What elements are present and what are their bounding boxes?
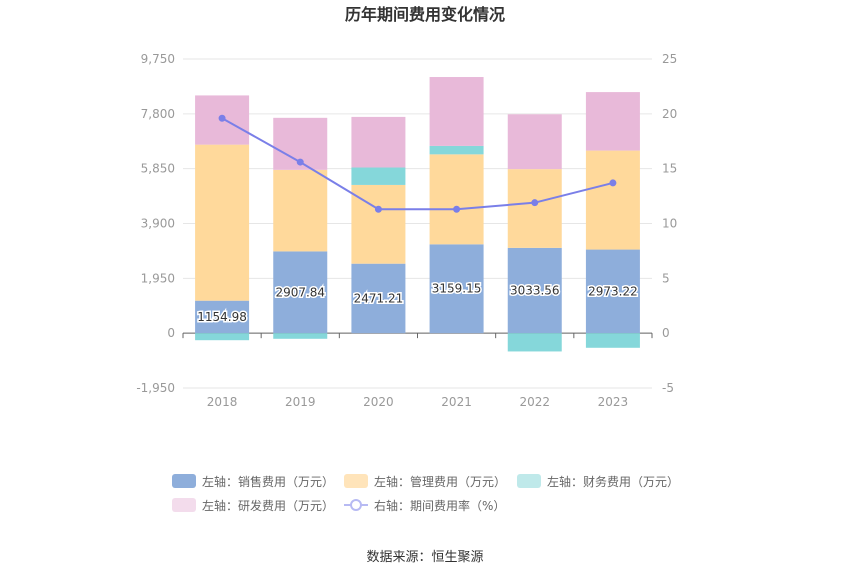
bar-segment	[429, 244, 484, 334]
bar-value-label: 3033.56	[510, 284, 560, 298]
x-axis-category-label: 2018	[207, 395, 238, 409]
right-axis-tick-label: 5	[662, 271, 670, 285]
right-axis-tick-label: 20	[662, 107, 677, 121]
bar-segment	[585, 92, 640, 151]
legend-swatch-admin[interactable]	[344, 474, 368, 488]
legend-label-rate[interactable]: 右轴：期间费用率（%）	[374, 498, 505, 513]
rate-point	[609, 179, 617, 187]
chart-title: 历年期间费用变化情况	[345, 5, 505, 24]
right-axis-tick-label: 15	[662, 162, 677, 176]
bar-segment	[429, 77, 484, 146]
left-axis-tick-label: 9,750	[141, 52, 175, 66]
rate-point	[218, 114, 226, 122]
right-axis-tick-label: -5	[662, 381, 674, 395]
bar-segment	[351, 116, 406, 168]
bar-segment	[195, 333, 250, 341]
legend-swatch-rd[interactable]	[172, 498, 196, 512]
rate-line	[221, 117, 614, 211]
bar-value-label: 2471.21	[354, 291, 404, 305]
left-axis-tick-label: 3,900	[141, 217, 175, 231]
bar-segment	[585, 333, 640, 348]
bar-segment	[273, 251, 328, 334]
right-axis-tick-label: 10	[662, 217, 677, 231]
legend-label-rd[interactable]: 左轴：研发费用（万元）	[202, 498, 334, 513]
bar-value-label: 2973.22	[588, 284, 638, 298]
x-axis-category-label: 2020	[363, 395, 394, 409]
bar-segment	[507, 333, 562, 352]
left-axis-tick-label: 1,950	[141, 271, 175, 285]
x-axis-category-label: 2021	[441, 395, 472, 409]
bar-segment	[351, 167, 406, 185]
left-axis-tick-label: 7,800	[141, 107, 175, 121]
rate-point	[453, 205, 461, 213]
bar-value-label: 2907.84	[275, 285, 325, 299]
bar-segment	[585, 249, 640, 334]
left-axis-tick-label: -1,950	[136, 381, 175, 395]
rate-point	[296, 158, 304, 166]
bar-segment	[195, 300, 250, 334]
x-axis-category-label: 2022	[519, 395, 550, 409]
bar-segment	[429, 154, 484, 245]
x-axis-category-label: 2019	[285, 395, 316, 409]
bar-value-label: 3159.15	[432, 282, 482, 296]
right-axis-tick-label: 0	[662, 326, 670, 340]
bar-segment	[273, 169, 328, 252]
legend-swatch-rate-marker[interactable]	[350, 499, 362, 511]
legend-swatch-finance[interactable]	[517, 474, 541, 488]
bar-segment	[507, 247, 562, 334]
data-source: 数据来源：恒生聚源	[366, 550, 484, 565]
rate-point	[374, 205, 382, 213]
right-axis-tick-label: 25	[662, 52, 677, 66]
bar-segment	[507, 114, 562, 170]
left-axis-tick-label: 0	[167, 326, 175, 340]
legend-label-sales[interactable]: 左轴：销售费用（万元）	[202, 474, 334, 489]
legend-label-finance[interactable]: 左轴：财务费用（万元）	[547, 474, 679, 489]
bar-segment	[195, 144, 250, 301]
bar-segment	[351, 263, 406, 334]
legend-swatch-sales[interactable]	[172, 474, 196, 488]
bar-segment	[429, 145, 484, 155]
bar-value-label: 1154.98	[197, 310, 247, 324]
legend-label-admin[interactable]: 左轴：管理费用（万元）	[374, 474, 506, 489]
left-axis-tick-label: 5,850	[141, 162, 175, 176]
bar-segment	[507, 169, 562, 248]
bar-segment	[273, 333, 328, 339]
bar-segment	[585, 150, 640, 250]
x-axis-category-label: 2023	[598, 395, 629, 409]
rate-point	[531, 199, 539, 207]
